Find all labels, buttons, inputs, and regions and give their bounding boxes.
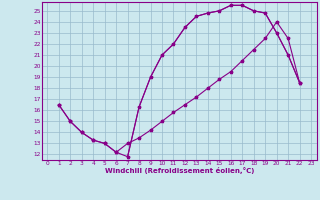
X-axis label: Windchill (Refroidissement éolien,°C): Windchill (Refroidissement éolien,°C)	[105, 167, 254, 174]
